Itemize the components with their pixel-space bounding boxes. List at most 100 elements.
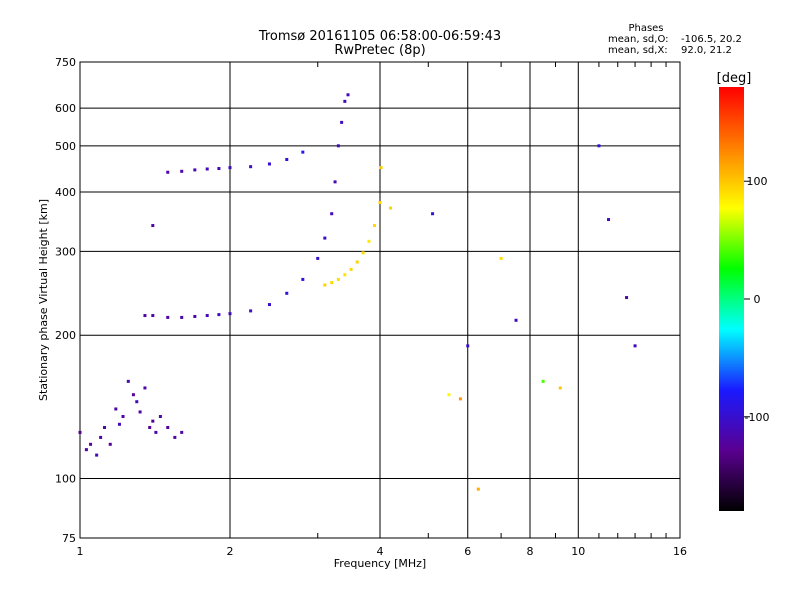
data-point (108, 442, 112, 446)
colorbar-gradient (719, 87, 744, 511)
data-point (323, 236, 327, 240)
data-point (138, 410, 142, 414)
data-point (135, 400, 139, 404)
data-point (180, 430, 184, 434)
data-point (607, 218, 611, 222)
data-point (103, 425, 107, 429)
data-point (316, 256, 320, 260)
data-points (78, 93, 637, 491)
data-point (558, 386, 562, 390)
data-point (151, 224, 155, 228)
data-point (205, 314, 209, 318)
data-point (78, 430, 82, 434)
data-point (228, 166, 232, 170)
x-tick-label: 10 (571, 545, 585, 558)
x-axis-label: Frequency [MHz] (334, 557, 426, 570)
plot-area (78, 61, 681, 539)
chart-title: Tromsø 20161105 06:58:00-06:59:43 (258, 29, 501, 44)
data-point (249, 165, 253, 169)
y-axis-label: Stationary phase Virtual Height [km] (37, 199, 50, 401)
legend-x-label: mean, sd,X: (608, 45, 668, 56)
grid-lines (80, 62, 680, 538)
data-point (330, 281, 334, 285)
data-point (476, 487, 480, 491)
data-point (217, 313, 221, 317)
data-point (343, 273, 347, 277)
x-tick-label: 2 (227, 545, 234, 558)
colorbar-tick-label: 100 (747, 175, 768, 188)
data-point (154, 430, 158, 434)
legend-o-stats: -106.5, 20.2 (681, 34, 742, 45)
data-point (193, 314, 197, 318)
data-point (267, 303, 271, 307)
data-point (499, 256, 503, 260)
data-point (89, 442, 93, 446)
data-point (625, 296, 629, 300)
data-point (597, 144, 601, 148)
data-point (378, 201, 382, 205)
data-point (117, 422, 121, 426)
y-tick-label: 300 (55, 245, 76, 258)
data-point (633, 344, 637, 348)
legend-o-label: mean, sd,O: (608, 34, 669, 45)
x-tick-label: 1 (77, 545, 84, 558)
data-point (151, 314, 155, 318)
colorbar-ticks: 100 0 -100 (744, 175, 769, 424)
data-point (158, 414, 162, 418)
data-point (228, 312, 232, 316)
data-point (166, 315, 170, 319)
data-point (131, 393, 135, 397)
legend-box: Phases mean, sd,O: -106.5, 20.2 mean, sd… (608, 23, 742, 56)
data-point (285, 157, 289, 161)
x-tick-label: 8 (527, 545, 534, 558)
data-point (95, 453, 99, 457)
data-point (205, 167, 209, 171)
y-tick-label: 100 (55, 473, 76, 486)
data-point (514, 318, 518, 322)
data-point (301, 150, 305, 154)
data-point (361, 251, 365, 255)
data-point (346, 93, 350, 97)
data-point (373, 224, 377, 228)
data-point (330, 212, 334, 216)
x-tick-label: 16 (673, 545, 687, 558)
legend-heading: Phases (628, 23, 663, 34)
chart-subtitle: RwPretec (8p) (334, 43, 425, 58)
data-point (180, 315, 184, 319)
legend-x-stats: 92.0, 21.2 (681, 45, 732, 56)
data-point (355, 260, 359, 264)
data-point (143, 386, 147, 390)
y-tick-label: 200 (55, 329, 76, 342)
data-point (249, 309, 253, 313)
colorbar-tick-label: -100 (745, 411, 770, 424)
data-point (379, 166, 383, 170)
data-point (447, 393, 451, 397)
data-point (143, 314, 147, 318)
data-point (343, 99, 347, 103)
data-point (389, 206, 393, 210)
y-tick-label: 75 (62, 532, 76, 545)
data-point (336, 277, 340, 281)
data-point (333, 180, 337, 184)
data-point (336, 144, 340, 148)
data-point (148, 425, 152, 429)
data-point (217, 167, 221, 171)
data-point (349, 267, 353, 271)
data-point (323, 283, 327, 287)
x-tick-label: 6 (464, 545, 471, 558)
x-axis-ticks: 1 2 4 6 8 10 16 (77, 545, 688, 558)
data-point (173, 435, 177, 439)
data-point (340, 120, 344, 124)
y-tick-label: 500 (55, 140, 76, 153)
data-point (431, 212, 435, 216)
data-point (166, 425, 170, 429)
y-tick-label: 600 (55, 102, 76, 115)
x-tick-label: 4 (377, 545, 384, 558)
data-point (301, 277, 305, 281)
colorbar: [deg] 100 0 -100 (717, 71, 769, 511)
data-point (126, 379, 130, 383)
data-point (285, 291, 289, 295)
data-point (99, 435, 103, 439)
data-point (466, 344, 470, 348)
